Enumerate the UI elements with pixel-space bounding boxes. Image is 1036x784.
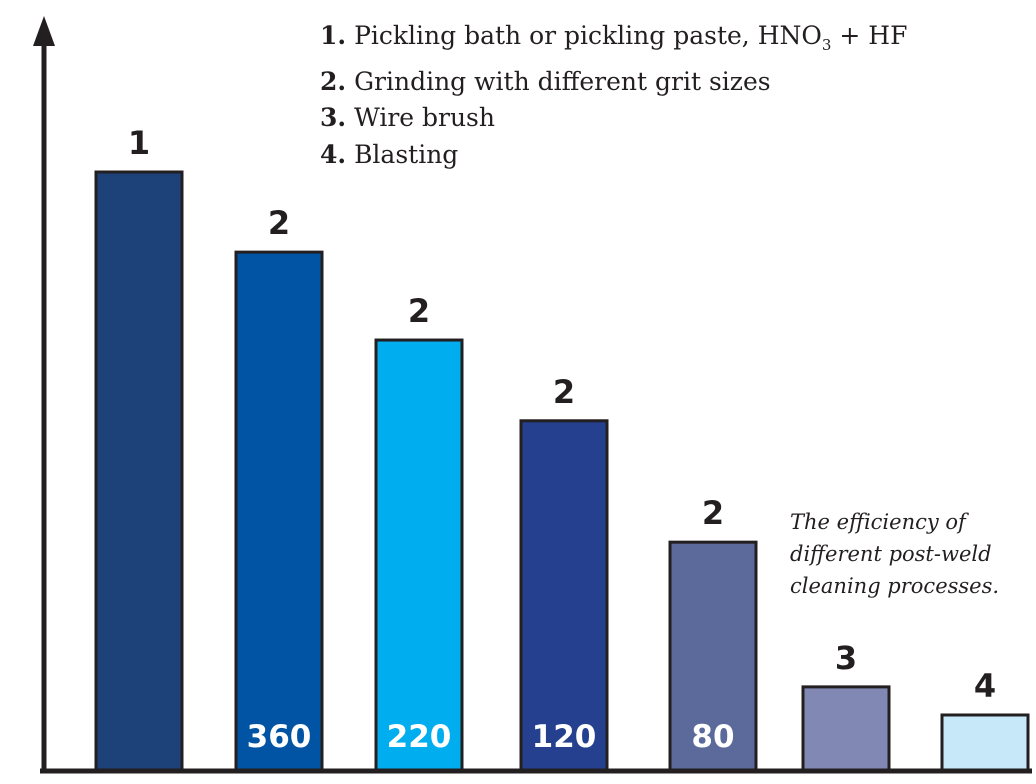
bar-category-label: 3 xyxy=(835,639,857,677)
bar-grit-label: 120 xyxy=(532,719,597,755)
chart-annotation: The efficiency of different post-weld cl… xyxy=(790,510,1000,598)
bar-grit-label: 220 xyxy=(387,719,452,755)
bar-4 xyxy=(519,419,609,772)
bar-category-label: 2 xyxy=(408,292,430,330)
bar-2 xyxy=(234,250,324,772)
bar-category-label: 2 xyxy=(702,494,724,532)
bar-5 xyxy=(668,540,758,772)
bar-category-label: 2 xyxy=(553,373,575,411)
bar-1 xyxy=(94,170,184,772)
bar-grit-label: 360 xyxy=(247,719,312,755)
bar-7 xyxy=(940,713,1030,772)
legend-item-3: 3. Wire brush xyxy=(320,103,495,132)
bar-grit-label: 80 xyxy=(691,719,734,755)
y-axis-arrow-icon xyxy=(33,16,55,46)
legend: 1. Pickling bath or pickling paste, HNO3… xyxy=(320,18,907,173)
legend-item-2: 2. Grinding with different grit sizes xyxy=(320,66,771,96)
legend-item-4: 4. Blasting xyxy=(320,139,459,169)
bar-6 xyxy=(801,685,891,772)
bar-category-label: 1 xyxy=(128,124,150,162)
bar-category-label: 2 xyxy=(268,204,290,242)
bar-3 xyxy=(374,338,464,772)
legend-item-1: 1. Pickling bath or pickling paste, HNO3… xyxy=(320,21,908,54)
bar-category-label: 4 xyxy=(974,667,996,705)
